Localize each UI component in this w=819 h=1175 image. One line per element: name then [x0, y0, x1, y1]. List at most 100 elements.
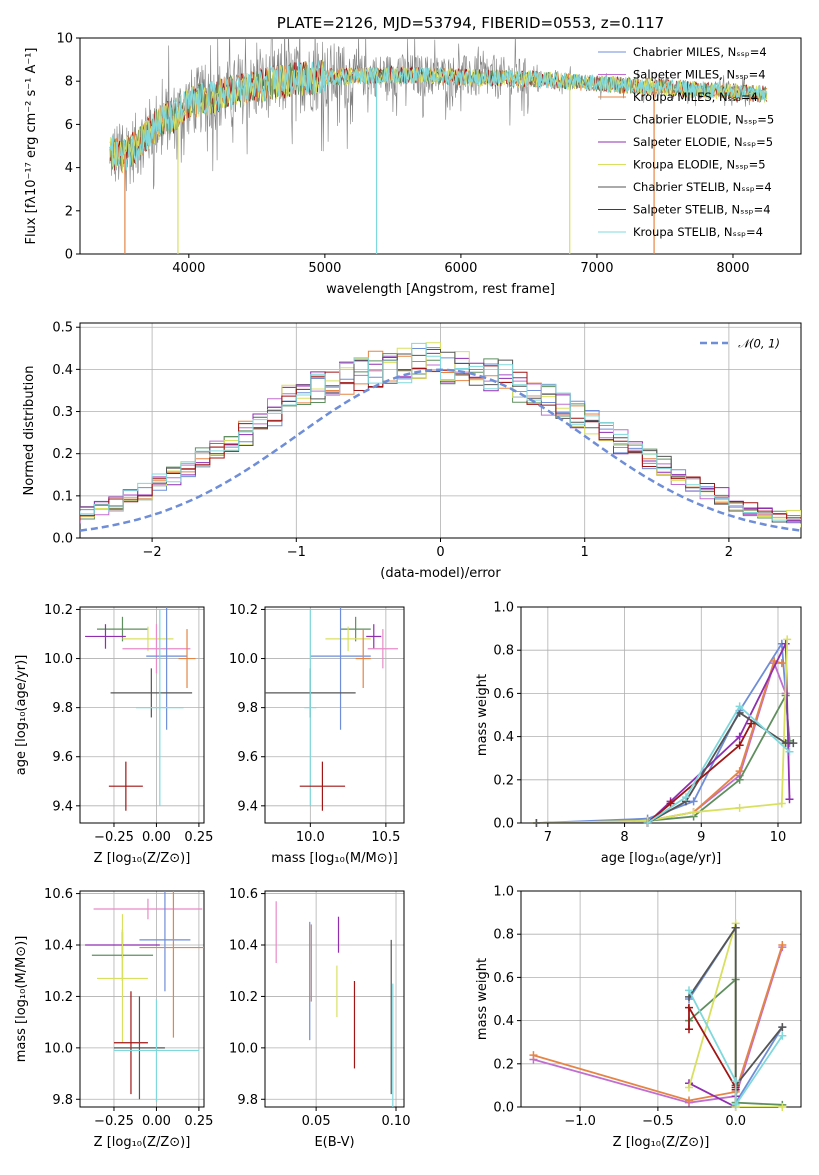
weight-point-marker [685, 986, 693, 995]
weight-point-marker [781, 739, 790, 748]
weight-point-marker [747, 719, 756, 728]
age-weight-frame [520, 606, 802, 824]
age-weight-ytick-label: 0.6 [493, 687, 514, 702]
ebv-mass-ytick-label: 10.2 [229, 990, 258, 1005]
weight-series-line [647, 723, 752, 823]
weight-point-marker [735, 775, 744, 784]
z-mass-ytick-label: 10.6 [44, 887, 73, 902]
residual-hist-ytick-label: 0.4 [52, 363, 73, 378]
weight-point-marker [778, 1023, 787, 1032]
z-weight-ytick-label: 1.0 [493, 885, 514, 900]
spectrum-frame [79, 37, 802, 255]
weight-point-marker [735, 741, 744, 750]
age-weight-xtick-label: 8 [620, 830, 628, 845]
z-weight-ytick-label: 0.6 [493, 971, 514, 986]
spectrum-xtick-label: 8000 [716, 261, 749, 276]
weight-point-marker [685, 1003, 693, 1012]
ebv-mass-frame [264, 890, 405, 1108]
weight-point-marker [778, 941, 787, 949]
spectrum-xlabel: wavelength [Angstrom, rest frame] [326, 282, 555, 297]
legend-label: Salpeter ELODIE, Nₛₛₚ=5 [633, 135, 773, 149]
normal-curve [80, 368, 801, 532]
residual-hist-ytick-label: 0.2 [52, 447, 73, 462]
z-mass-ytick-label: 10.4 [44, 939, 73, 954]
age-weight-ytick-label: 1.0 [493, 601, 514, 616]
ebv-mass-ytick-label: 10.0 [229, 1041, 258, 1056]
weight-point-marker [777, 659, 786, 668]
z-weight-xtick-label: 0.0 [725, 1114, 746, 1129]
age-weight-xtick-label: 9 [697, 830, 705, 845]
weight-point-marker [789, 739, 798, 748]
z-weight-ytick-label: 0.4 [493, 1014, 514, 1029]
z-mass-xtick-label: 0.25 [184, 1114, 213, 1129]
ebv-mass-xtick-label: 0.10 [382, 1114, 411, 1129]
z-age-frame [79, 606, 205, 824]
legend-label: 𝒩(0, 1) [738, 337, 780, 351]
mass-age-axes: 10.0 10.5 9.4 9.6 9.8 10.0 10.2 mass [log₁₀(M/M… [229, 603, 405, 866]
residual-hist-ytick-label: 0.1 [52, 489, 73, 504]
spectrum-xtick-label: 7000 [580, 261, 613, 276]
weight-series-line [533, 944, 784, 1102]
legend-label: Chabrier MILES, Nₛₛₚ=4 [633, 45, 767, 59]
mass-age-xlabel: mass [log₁₀(M/M⊙)] [271, 851, 398, 866]
weight-point-marker [783, 635, 792, 644]
weight-point-marker [681, 793, 690, 802]
weight-point-marker [685, 1096, 693, 1105]
weight-point-marker [785, 747, 794, 756]
residual-hist-xlabel: (data-model)/error [380, 566, 501, 581]
weight-point-marker [781, 639, 790, 648]
z-age-ytick-label: 9.8 [52, 701, 73, 716]
ebv-mass-xtick-label: 0.05 [302, 1114, 331, 1129]
z-age-xtick-label: −0.25 [94, 830, 134, 845]
z-weight-frame [520, 890, 802, 1108]
weight-series-line [536, 639, 789, 823]
weight-series-line [536, 640, 791, 823]
spectrum-ytick-label: 0 [65, 248, 73, 263]
age-weight-ytick-label: 0.0 [493, 817, 514, 832]
weight-series-line [688, 989, 784, 1107]
z-weight-ytick-label: 0.8 [493, 928, 514, 943]
z-age-ylabel: age [log₁₀(age/yr)] [14, 655, 29, 776]
legend-label: Salpeter MILES, Nₛₛₚ=4 [633, 68, 766, 82]
weight-point-marker [735, 767, 744, 776]
legend-label: Chabrier STELIB, Nₛₛₚ=4 [633, 180, 772, 194]
z-mass-xlabel: Z [log₁₀(Z/Z⊙)] [94, 1135, 191, 1150]
histogram-step [80, 347, 801, 524]
weight-point-marker [689, 808, 698, 817]
mass-age-ytick-label: 9.8 [237, 701, 258, 716]
weight-point-marker [532, 819, 541, 827]
weight-point-marker [689, 797, 698, 806]
legend-label: Kroupa ELODIE, Nₛₛₚ=5 [633, 158, 766, 172]
weight-series-line [647, 704, 791, 823]
spectrum-xtick-label: 4000 [172, 261, 205, 276]
mass-age-ytick-label: 9.4 [237, 799, 258, 814]
weight-point-marker [731, 1077, 740, 1086]
mass-age-ytick-label: 10.0 [229, 652, 258, 667]
ebv-mass-ytick-label: 10.4 [229, 939, 258, 954]
z-age-xlabel: Z [log₁₀(Z/Z⊙)] [94, 851, 191, 866]
mass-age-frame [264, 606, 405, 824]
spectrum-ytick-label: 6 [65, 118, 73, 133]
z-weight-ytick-label: 0.2 [493, 1057, 514, 1072]
z-mass-xtick-label: −0.25 [94, 1114, 134, 1129]
age-weight-ylabel: mass weight [475, 674, 490, 756]
z-mass-axes: −0.25 0.00 0.25 9.8 10.0 10.2 10.4 10.6 Z [log₁₀… [14, 887, 213, 1150]
weight-point-marker [731, 923, 740, 932]
z-mass-ytick-label: 10.0 [44, 1041, 73, 1056]
z-mass-xtick-label: 0.00 [142, 1114, 171, 1129]
z-mass-ytick-label: 9.8 [52, 1093, 73, 1108]
weight-series-line [688, 1082, 737, 1107]
spectrum-ytick-label: 4 [65, 161, 73, 176]
weight-point-marker [777, 799, 786, 808]
mass-age-xtick-label: 10.5 [371, 830, 400, 845]
legend-label: Chabrier ELODIE, Nₛₛₚ=5 [633, 113, 774, 127]
mass-age-ytick-label: 10.2 [229, 603, 258, 618]
age-weight-xlabel: age [log₁₀(age/yr)] [601, 851, 722, 866]
spectrum-ytick-label: 10 [56, 32, 73, 47]
residual-hist-xtick-label: 2 [725, 545, 733, 560]
z-weight-ylabel: mass weight [475, 958, 490, 1040]
spectrum-axes: 4000 5000 6000 7000 8000 0 2 4 6 8 10 wavelength [A… [24, 32, 802, 297]
ebv-mass-xlabel: E(B-V) [314, 1135, 354, 1150]
weight-point-marker [778, 1103, 787, 1111]
spectrum-xtick-label: 6000 [444, 261, 477, 276]
